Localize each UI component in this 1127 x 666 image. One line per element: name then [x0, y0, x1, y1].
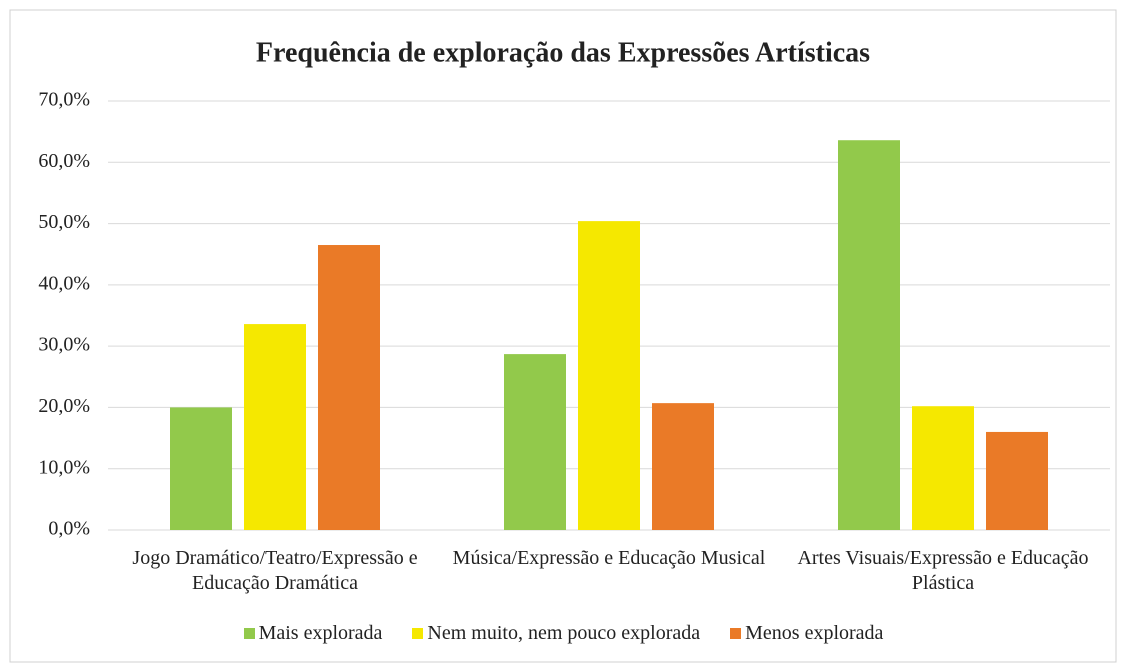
- y-tick-label: 50,0%: [38, 211, 90, 233]
- legend-swatch: [730, 628, 742, 639]
- legend-label: Menos explorada: [745, 622, 884, 644]
- y-tick-label: 60,0%: [38, 150, 90, 172]
- bar: [318, 245, 380, 530]
- legend-swatch: [243, 628, 255, 639]
- bar: [578, 221, 640, 530]
- y-tick-label: 70,0%: [38, 89, 90, 111]
- y-tick-label: 20,0%: [38, 395, 90, 417]
- chart-title: Frequência de exploração das Expressões …: [256, 37, 870, 68]
- legend: Mais explorada Nem muito, nem pouco explo…: [0, 622, 1127, 645]
- y-tick-label: 40,0%: [38, 272, 90, 294]
- bar: [504, 354, 566, 530]
- legend-label: Nem muito, nem pouco explorada: [427, 622, 701, 644]
- legend-label: Mais explorada: [258, 622, 383, 644]
- y-tick-label: 10,0%: [38, 456, 90, 478]
- bar: [244, 324, 306, 530]
- y-tick-label: 0,0%: [48, 518, 90, 540]
- legend-item: Nem muito, nem pouco explorada: [412, 622, 700, 645]
- y-tick-label: 30,0%: [38, 334, 90, 356]
- x-tick-label: Artes Visuais/Expressão e Educação Plást…: [797, 547, 1089, 594]
- legend-item: Menos explorada: [730, 622, 883, 645]
- bar: [170, 407, 232, 530]
- bar: [838, 140, 900, 531]
- bar: [652, 403, 714, 530]
- bar: [986, 431, 1048, 530]
- legend-swatch: [412, 628, 424, 639]
- x-tick-label: Jogo Dramático/Teatro/Expressão e Educaç…: [132, 547, 418, 594]
- chart-border: [9, 9, 1117, 663]
- x-tick-label: Música/Expressão e Educação Musical: [452, 547, 766, 569]
- bar: [912, 406, 974, 530]
- legend-item: Mais explorada: [243, 622, 383, 645]
